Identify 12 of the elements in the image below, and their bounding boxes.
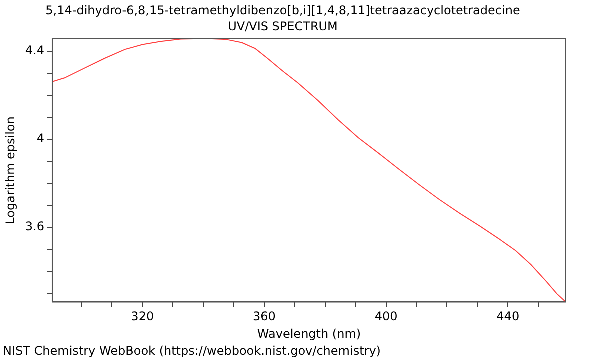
y-axis-title: Logarithm epsilon [3, 116, 18, 224]
y-tick-label: 4.4 [25, 44, 44, 58]
chart-title: 5,14-dihydro-6,8,15-tetramethyldibenzo[b,i][1,4,8,11]tetraazacyclotetradecine [46, 3, 520, 18]
text: NIST Chemistry WebBook (https://webbook.nist.gov/chemistry) [3, 344, 381, 358]
y-tick-label: 3.6 [25, 220, 44, 234]
x-tick-label: 440 [496, 310, 520, 324]
x-tick-label: 400 [374, 310, 398, 324]
x-tick-label: 320 [131, 310, 154, 324]
y-tick-label: 4 [36, 132, 44, 146]
x-axis-title: Wavelength (nm) [257, 326, 362, 341]
x-tick-label: 360 [253, 310, 276, 324]
chart-subtitle: UV/VIS SPECTRUM [228, 20, 338, 34]
